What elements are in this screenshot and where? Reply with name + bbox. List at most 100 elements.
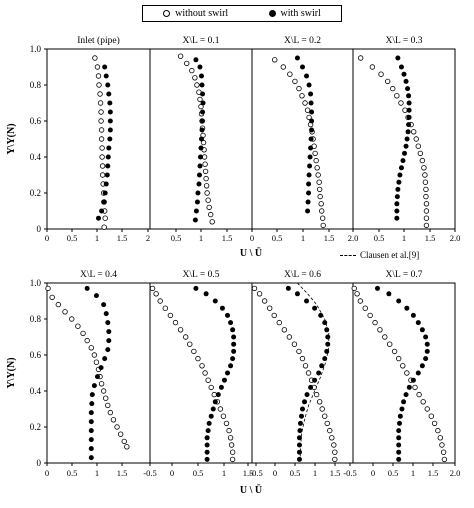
data-point-without-swirl xyxy=(420,399,426,405)
y-tick-label: 0 xyxy=(37,458,42,468)
y-axis-label: Y\Y(N) xyxy=(6,123,17,154)
data-point-without-swirl xyxy=(167,312,174,319)
data-point-without-swirl xyxy=(423,208,430,214)
x-tick-label: 1 xyxy=(222,468,226,478)
data-point-with-swirl xyxy=(396,456,402,462)
panel-title: X\L = 0.2 xyxy=(284,36,321,46)
data-point-without-swirl xyxy=(256,291,263,297)
data-point-with-swirl xyxy=(394,201,400,207)
data-point-with-swirl xyxy=(403,78,409,84)
plot-frame xyxy=(46,282,456,464)
data-point-with-swirl xyxy=(89,392,95,398)
data-point-with-swirl xyxy=(396,449,402,455)
data-point-without-swirl xyxy=(98,381,105,387)
data-point-with-swirl xyxy=(195,190,201,196)
x-tick-label: 0 xyxy=(250,233,254,243)
data-point-without-swirl xyxy=(99,172,106,178)
data-point-without-swirl xyxy=(203,183,210,189)
data-point-with-swirl xyxy=(396,435,402,441)
data-point-without-swirl xyxy=(412,384,418,391)
data-point-with-swirl xyxy=(312,377,318,383)
data-point-without-swirl xyxy=(55,301,62,308)
data-point-without-swirl xyxy=(315,172,321,178)
x-tick-label: 0.5 xyxy=(67,468,78,478)
x-tick-label: -0.5 xyxy=(249,468,262,478)
data-point-without-swirl xyxy=(206,204,212,211)
data-point-with-swirl xyxy=(296,456,302,462)
data-point-without-swirl xyxy=(280,64,287,70)
data-point-without-swirl xyxy=(271,312,277,319)
data-point-without-swirl xyxy=(94,64,101,70)
legend-without-label: without swirl xyxy=(175,8,229,19)
data-point-with-swirl xyxy=(192,217,198,223)
data-point-without-swirl xyxy=(228,442,235,448)
data-point-with-swirl xyxy=(225,370,231,376)
data-point-with-swirl xyxy=(300,406,305,412)
data-point-without-swirl xyxy=(99,145,105,151)
data-point-without-swirl xyxy=(207,211,214,218)
reference-legend: Clausen et al.[9] xyxy=(340,250,419,260)
data-point-with-swirl xyxy=(294,291,300,297)
data-point-without-swirl xyxy=(423,215,430,221)
data-point-with-swirl xyxy=(102,64,108,70)
data-point-without-swirl xyxy=(313,157,319,164)
data-point-without-swirl xyxy=(423,201,430,207)
data-point-without-swirl xyxy=(208,384,214,391)
data-point-without-swirl xyxy=(92,55,98,61)
data-point-without-swirl xyxy=(110,417,117,423)
data-point-without-swirl xyxy=(205,197,211,203)
data-point-without-swirl xyxy=(302,100,308,106)
data-point-with-swirl xyxy=(401,399,407,405)
data-point-without-swirl xyxy=(93,359,100,365)
data-point-without-swirl xyxy=(204,190,210,196)
y-tick-label: 0.2 xyxy=(30,422,41,432)
x-tick-label: 1.5 xyxy=(330,468,341,478)
data-point-with-swirl xyxy=(285,285,291,291)
x-tick-label: 0.5 xyxy=(171,233,182,243)
data-point-without-swirl xyxy=(227,435,234,441)
data-point-with-swirl xyxy=(210,406,216,412)
y-tick-label: 0.8 xyxy=(30,80,42,90)
data-point-without-swirl xyxy=(88,345,94,351)
data-point-with-swirl xyxy=(84,285,90,291)
data-point-without-swirl xyxy=(431,420,438,427)
data-point-with-swirl xyxy=(105,154,111,160)
x-tick-label: 1 xyxy=(411,468,415,478)
data-point-without-swirl xyxy=(99,154,105,160)
data-point-without-swirl xyxy=(390,85,396,92)
data-point-without-swirl xyxy=(299,93,305,99)
data-point-without-swirl xyxy=(80,330,86,337)
x-tick-label: 0.5 xyxy=(290,468,301,478)
data-point-without-swirl xyxy=(202,161,208,167)
panel-title: X\L = 0.3 xyxy=(386,36,423,46)
data-point-with-swirl xyxy=(402,150,408,156)
data-point-without-swirl xyxy=(424,406,430,412)
data-point-with-swirl xyxy=(394,215,400,221)
data-point-with-swirl xyxy=(200,109,206,115)
data-point-with-swirl xyxy=(396,428,402,434)
panel-title: X\L = 0.7 xyxy=(386,270,423,280)
data-point-with-swirl xyxy=(324,327,330,333)
data-point-with-swirl xyxy=(230,356,236,362)
data-point-with-swirl xyxy=(218,384,224,390)
x-tick-label: 1 xyxy=(301,233,305,243)
data-point-with-swirl xyxy=(204,456,210,462)
y-tick-label: 0.6 xyxy=(30,116,42,126)
y-tick-label: 0.4 xyxy=(30,152,42,162)
data-point-without-swirl xyxy=(367,312,373,319)
data-point-without-swirl xyxy=(437,435,444,441)
data-point-with-swirl xyxy=(415,320,421,326)
x-tick-label: 0.5 xyxy=(374,233,385,243)
x-tick-label: 1.5 xyxy=(428,468,439,478)
data-point-with-swirl xyxy=(228,320,234,326)
x-tick-label: 1 xyxy=(95,233,99,243)
data-point-with-swirl xyxy=(200,91,206,97)
data-point-with-swirl xyxy=(396,179,402,185)
data-point-with-swirl xyxy=(396,442,402,448)
data-point-without-swirl xyxy=(320,215,326,221)
data-point-without-swirl xyxy=(378,71,384,77)
data-point-with-swirl xyxy=(399,406,405,412)
data-point-without-swirl xyxy=(182,334,189,340)
data-point-with-swirl xyxy=(404,305,410,311)
data-point-without-swirl xyxy=(149,285,156,292)
